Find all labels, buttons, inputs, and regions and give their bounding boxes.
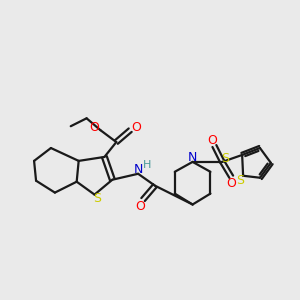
- Text: N: N: [134, 163, 143, 176]
- Text: N: N: [188, 152, 197, 164]
- Text: O: O: [208, 134, 218, 147]
- Text: S: S: [236, 174, 244, 187]
- Text: H: H: [143, 160, 151, 170]
- Text: S: S: [221, 152, 229, 165]
- Text: O: O: [135, 200, 145, 213]
- Text: O: O: [131, 121, 141, 134]
- Text: O: O: [90, 121, 100, 134]
- Text: O: O: [226, 177, 236, 190]
- Text: S: S: [94, 192, 101, 205]
